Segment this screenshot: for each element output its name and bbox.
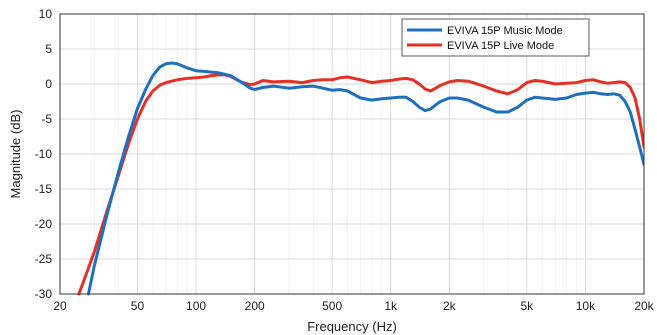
- x-tick-label: 100: [186, 299, 206, 313]
- y-tick-label: -25: [35, 252, 53, 266]
- series-layer: [77, 61, 644, 296]
- y-tick-label: -15: [35, 182, 53, 196]
- x-tick-label: 2k: [443, 299, 457, 313]
- y-tick-label: -20: [35, 217, 53, 231]
- x-tick-label: 20k: [634, 299, 654, 313]
- x-tick-label: 5k: [520, 299, 534, 313]
- x-axis-ticks: 20 50 100 200 500 1k 2k 5k 10k 20k: [53, 299, 654, 313]
- legend-box: [401, 18, 590, 57]
- y-tick-label: -30: [35, 287, 53, 301]
- y-tick-label: -10: [35, 147, 53, 161]
- y-tick-label: 10: [39, 7, 53, 21]
- x-tick-label: 50: [131, 299, 145, 313]
- x-tick-label: 20: [53, 299, 67, 313]
- y-axis-ticks: 10 5 0 -5 -10 -15 -20 -25 -30: [35, 7, 53, 301]
- series-line-live-mode: [77, 73, 644, 296]
- legend: EVIVA 15P Music Mode EVIVA 15P Live Mode: [401, 18, 590, 57]
- plot-frame: [59, 13, 645, 295]
- x-tick-label: 200: [245, 299, 265, 313]
- x-tick-label: 1k: [384, 299, 398, 313]
- x-tick-label: 10k: [576, 299, 596, 313]
- y-tick-label: 0: [45, 77, 52, 91]
- series-line-music-mode: [86, 61, 644, 296]
- y-tick-label: 5: [45, 42, 52, 56]
- legend-entry-label: EVIVA 15P Music Mode: [447, 25, 563, 37]
- x-axis-label: Frequency (Hz): [307, 319, 397, 334]
- y-axis-label: Magnitude (dB): [8, 110, 23, 199]
- y-tick-label: -5: [41, 112, 52, 126]
- x-tick-label: 500: [322, 299, 342, 313]
- legend-entry-label: EVIVA 15P Live Mode: [447, 40, 554, 52]
